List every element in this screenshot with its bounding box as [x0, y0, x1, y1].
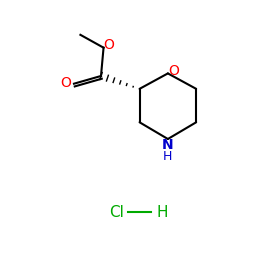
Text: O: O: [168, 64, 179, 78]
Text: O: O: [103, 38, 114, 51]
Text: O: O: [60, 76, 71, 90]
Text: Cl: Cl: [109, 205, 124, 220]
Text: H: H: [163, 150, 173, 163]
Text: H: H: [157, 205, 169, 220]
Text: N: N: [162, 138, 174, 152]
